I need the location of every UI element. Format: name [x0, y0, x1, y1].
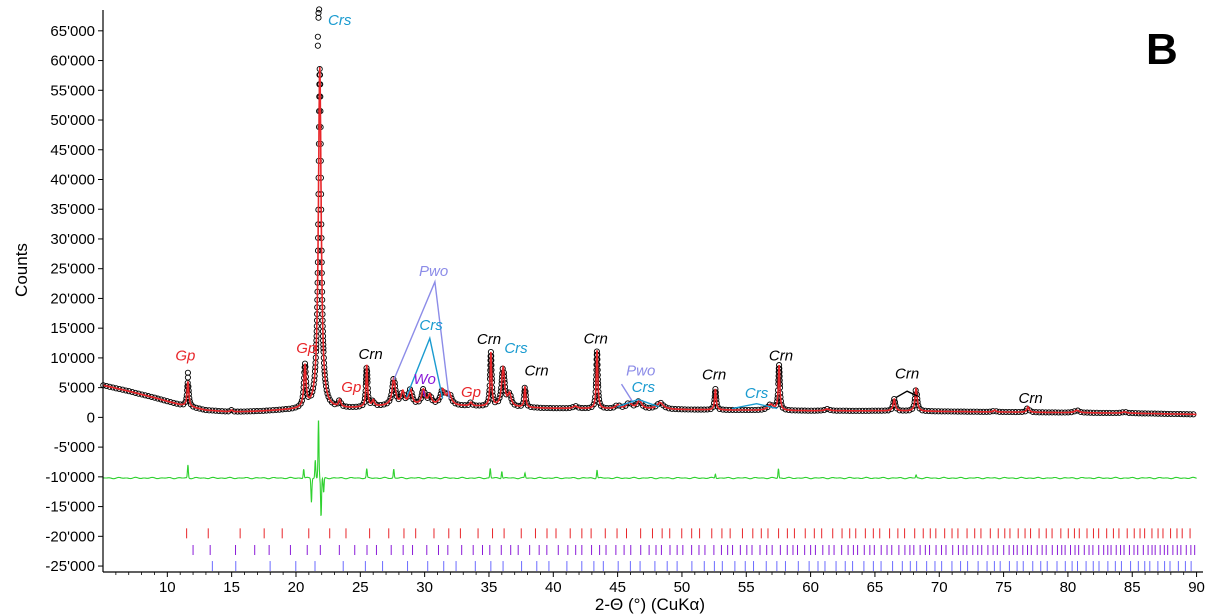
plot-axes: 65'000 60'000 55'000 50'000 45'000 40'000 35'0… — [45, 10, 1205, 596]
phase-label: Crn — [895, 366, 919, 383]
x-tick-label: 40 — [545, 579, 562, 596]
y-tick-label: -15'000 — [45, 499, 95, 516]
y-tick-label: 45'000 — [50, 142, 95, 159]
observed-point — [435, 397, 442, 404]
label-leader — [393, 279, 450, 399]
observed-point — [184, 374, 191, 381]
observed-point — [1026, 407, 1033, 414]
phase-label: Crs — [504, 340, 528, 357]
x-tick-label: 75 — [995, 579, 1012, 596]
observed-point — [190, 403, 197, 410]
observed-point — [308, 392, 315, 399]
y-tick-label: -20'000 — [45, 528, 95, 545]
phase-label: Crn — [702, 366, 726, 383]
y-tick-label: 55'000 — [50, 82, 95, 99]
y-tick-label: 50'000 — [50, 112, 95, 129]
phase-label: Crs — [328, 12, 352, 29]
phase-label: Pwo — [419, 263, 448, 280]
observed-point — [1071, 408, 1078, 415]
y-tick-label: -25'000 — [45, 558, 95, 575]
x-tick-label: 15 — [223, 579, 240, 596]
x-tick-label: 90 — [1188, 579, 1205, 596]
phase-label: Crs — [419, 317, 443, 334]
phase-label: Crn — [359, 346, 383, 363]
y-tick-label: 0 — [87, 409, 95, 426]
observed-point — [909, 405, 916, 412]
phase-label: Crs — [632, 379, 656, 396]
phase-label: Crs — [745, 385, 769, 402]
calculated-curve — [102, 66, 1197, 416]
label-leader — [895, 390, 918, 399]
x-tick-label: 20 — [288, 579, 305, 596]
phase-label: Gp — [296, 340, 316, 357]
panel-letter: B — [1146, 25, 1178, 74]
phase-label: Crn — [1019, 390, 1043, 407]
x-tick-label: 65 — [867, 579, 884, 596]
label-leader — [731, 402, 778, 410]
observed-point — [452, 400, 459, 407]
observed-point — [432, 398, 439, 405]
observed-point — [888, 406, 895, 413]
phase-label: Crn — [524, 363, 548, 380]
phase-label: Crn — [584, 331, 608, 348]
plot-curves — [100, 6, 1197, 516]
y-tick-label: 40'000 — [50, 171, 95, 188]
observed-point — [315, 9, 322, 17]
x-tick-label: 55 — [738, 579, 755, 596]
label-leader — [405, 335, 444, 399]
observed-point — [511, 401, 518, 408]
observed-point — [228, 407, 235, 414]
observed-point — [386, 397, 393, 405]
y-tick-label: 30'000 — [50, 231, 95, 248]
label-leader — [617, 398, 660, 408]
y-tick-label: 35'000 — [50, 201, 95, 218]
y-axis-title: Counts — [12, 243, 31, 297]
phase-label: Wo — [413, 371, 436, 388]
x-tick-label: 30 — [416, 579, 433, 596]
observed-point — [314, 42, 321, 49]
y-tick-label: 60'000 — [50, 53, 95, 70]
y-tick-label: 20'000 — [50, 290, 95, 307]
x-tick-label: 85 — [1124, 579, 1141, 596]
x-tick-label: 50 — [674, 579, 691, 596]
label-leader — [620, 383, 634, 403]
y-tick-label: -5'000 — [54, 439, 95, 456]
observed-point — [297, 400, 304, 407]
tick-row — [211, 561, 1192, 572]
y-tick-label: -10'000 — [45, 469, 95, 486]
observed-point — [524, 402, 531, 409]
phase-label: Gp — [461, 384, 481, 401]
x-axis-title: 2-Θ (°) (CuKα) — [595, 595, 705, 614]
difference-curve — [102, 420, 1197, 516]
reflection-tick-rows — [186, 528, 1196, 572]
tick-row — [192, 544, 1196, 555]
y-tick-label: 25'000 — [50, 261, 95, 278]
x-tick-label: 60 — [802, 579, 819, 596]
observed-point — [424, 394, 431, 401]
x-tick-label: 35 — [481, 579, 498, 596]
observed-point — [316, 6, 323, 13]
tick-row — [186, 528, 1191, 539]
phase-label: Gp — [175, 347, 195, 364]
x-tick-label: 70 — [931, 579, 948, 596]
label-leader — [422, 390, 426, 397]
phase-label: Gp — [341, 379, 361, 396]
x-tick-label: 25 — [352, 579, 369, 596]
y-tick-label: 10'000 — [50, 350, 95, 367]
y-tick-label: 5'000 — [59, 380, 95, 397]
x-tick-label: 10 — [159, 579, 176, 596]
x-tick-label: 80 — [1060, 579, 1077, 596]
x-tick-label: 45 — [609, 579, 626, 596]
observed-point — [314, 33, 321, 40]
phase-label: Crn — [769, 347, 793, 364]
phase-label: Crn — [477, 331, 501, 348]
y-tick-label: 15'000 — [50, 320, 95, 337]
observed-points — [100, 6, 1197, 418]
phase-label: Pwo — [626, 363, 655, 380]
observed-point — [495, 398, 502, 405]
y-tick-label: 65'000 — [50, 23, 95, 40]
observed-point — [662, 404, 669, 411]
